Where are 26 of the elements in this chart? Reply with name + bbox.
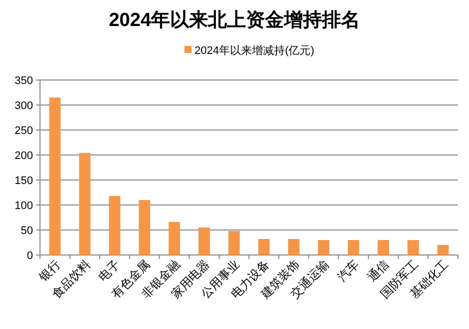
bar bbox=[108, 196, 120, 255]
y-tick-label: 350 bbox=[14, 75, 33, 87]
bar bbox=[168, 222, 180, 255]
x-tick-label: 汽车 bbox=[334, 257, 362, 284]
y-tick-label: 300 bbox=[14, 100, 33, 112]
y-tick-label: 0 bbox=[26, 250, 33, 262]
bar bbox=[198, 228, 210, 255]
y-tick-label: 50 bbox=[20, 225, 33, 237]
bar bbox=[258, 239, 270, 255]
y-tick-label: 250 bbox=[14, 125, 33, 137]
bar bbox=[228, 231, 240, 255]
bar bbox=[49, 98, 61, 255]
bar bbox=[288, 239, 300, 255]
chart-title: 2024年以来北上资金增持排名 bbox=[108, 9, 360, 31]
bar bbox=[318, 240, 330, 255]
bar bbox=[437, 245, 449, 255]
bar bbox=[378, 240, 390, 255]
bar bbox=[138, 200, 150, 255]
bar bbox=[79, 153, 90, 255]
legend-label: 2024年以来增减持(亿元) bbox=[194, 44, 314, 57]
y-tick-label: 200 bbox=[14, 150, 33, 162]
bar bbox=[348, 240, 360, 255]
y-tick-label: 100 bbox=[14, 200, 33, 212]
y-tick-label: 150 bbox=[14, 175, 33, 187]
bar bbox=[408, 240, 419, 255]
x-tick-label: 电子 bbox=[96, 257, 123, 284]
